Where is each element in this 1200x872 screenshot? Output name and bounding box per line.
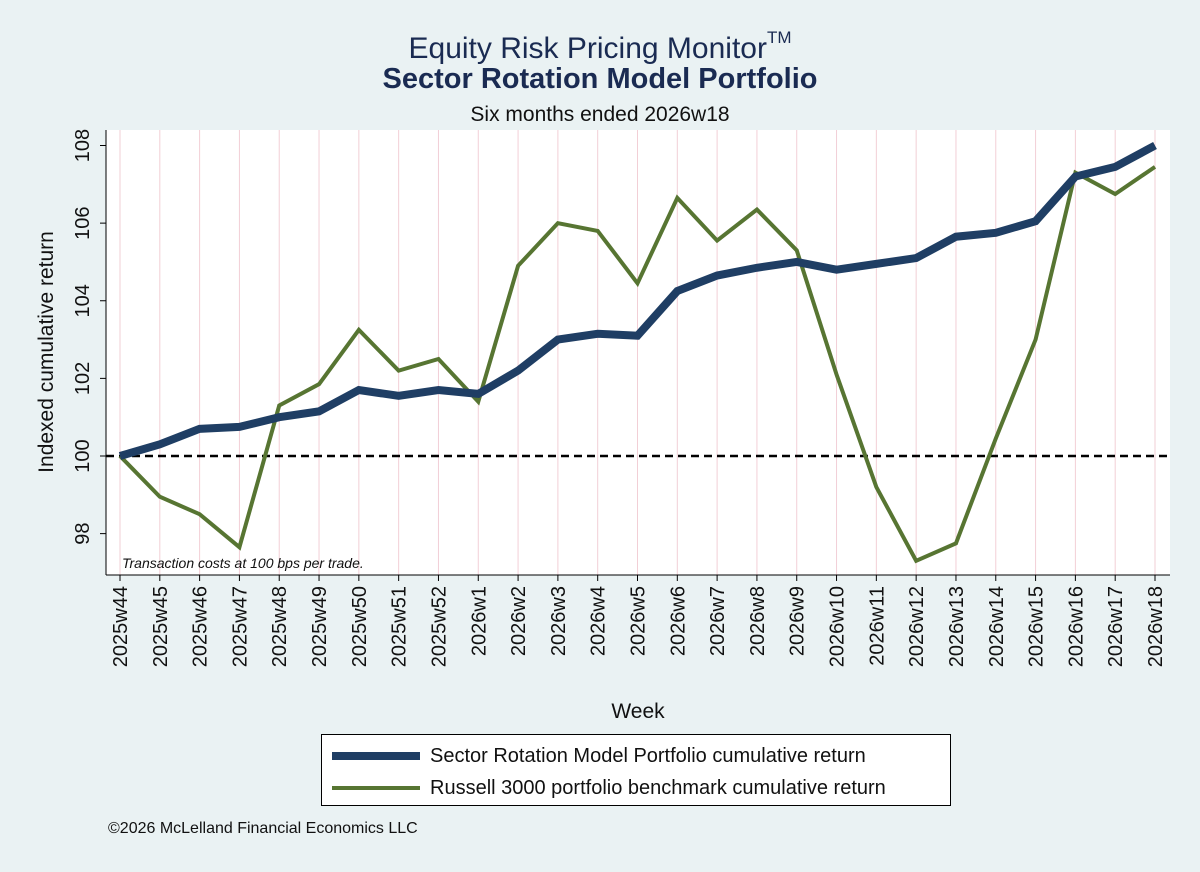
y-tick-label-100: 100: [72, 439, 94, 472]
x-tick-label-2026w13: 2026w13: [946, 586, 968, 667]
x-axis-ticks: 2025w44 2025w45 2025w46 2025w47 2025w48 2025w…: [110, 575, 1167, 667]
x-axis-label: Week: [611, 700, 665, 723]
x-tick-label-2026w8: 2026w8: [747, 586, 769, 656]
title-line1: Equity Risk Pricing Monitor: [408, 32, 767, 65]
chart-title-main: Sector Rotation Model Portfolio: [382, 63, 818, 95]
legend-item-portfolio: Sector Rotation Model Portfolio cumulati…: [322, 741, 950, 771]
legend-item-benchmark: Russell 3000 portfolio benchmark cumulat…: [322, 773, 950, 803]
vertical-gridlines: [119, 130, 1156, 575]
x-tick-label-2026w4: 2026w4: [588, 586, 610, 656]
copyright-notice: ©2026 McLelland Financial Economics LLC: [108, 820, 418, 837]
x-tick-label-2025w46: 2025w46: [190, 586, 212, 667]
x-tick-label-2026w15: 2026w15: [1026, 586, 1048, 667]
x-tick-label-2026w11: 2026w11: [866, 586, 888, 666]
chart-title: Equity Risk Pricing MonitorTM: [0, 28, 1200, 66]
x-tick-label-2026w7: 2026w7: [707, 586, 729, 656]
x-tick-label-2025w51: 2025w51: [389, 586, 411, 667]
x-tick-label-2025w48: 2025w48: [269, 586, 291, 667]
y-axis-label: Indexed cumulative return: [35, 231, 58, 473]
x-tick-label-2026w1: 2026w1: [468, 586, 490, 656]
chart-legend: Sector Rotation Model Portfolio cumulati…: [321, 734, 951, 806]
trademark-mark: TM: [766, 28, 792, 47]
chart-subtitle: Six months ended 2026w18: [470, 103, 730, 126]
legend-swatch-benchmark: [332, 786, 420, 790]
y-tick-label-102: 102: [72, 362, 94, 395]
x-tick-label-2025w50: 2025w50: [349, 586, 371, 667]
series-line-russell-3000-benchmark: [118, 165, 1157, 564]
x-tick-label-2026w17: 2026w17: [1105, 586, 1127, 667]
legend-label-portfolio: Sector Rotation Model Portfolio cumulati…: [430, 744, 866, 767]
x-tick-label-2025w49: 2025w49: [309, 586, 331, 667]
legend-swatch-portfolio: [332, 752, 420, 760]
x-tick-label-2025w44: 2025w44: [110, 586, 132, 667]
y-tick-label-98: 98: [72, 523, 94, 545]
x-tick-label-2026w10: 2026w10: [827, 586, 849, 667]
x-tick-label-2026w2: 2026w2: [508, 586, 530, 656]
x-tick-label-2026w5: 2026w5: [628, 586, 650, 656]
x-tick-label-2025w52: 2025w52: [428, 586, 450, 667]
chart-annotation: Transaction costs at 100 bps per trade.: [122, 555, 364, 571]
legend-label-benchmark: Russell 3000 portfolio benchmark cumulat…: [430, 776, 886, 799]
x-tick-label-2026w9: 2026w9: [787, 586, 809, 656]
x-tick-label-2025w45: 2025w45: [150, 586, 172, 667]
x-tick-label-2026w12: 2026w12: [906, 586, 928, 667]
x-tick-label-2026w16: 2026w16: [1065, 586, 1087, 667]
y-axis-ticks: 98 100 102 104 106 108: [72, 129, 106, 545]
x-tick-label-2026w14: 2026w14: [986, 586, 1008, 667]
series-line-sector-rotation-portfolio: [118, 141, 1157, 460]
x-tick-label-2026w3: 2026w3: [548, 586, 570, 656]
y-tick-label-108: 108: [72, 129, 94, 162]
y-tick-label-106: 106: [72, 206, 94, 239]
x-tick-label-2026w6: 2026w6: [667, 586, 689, 656]
y-tick-label-104: 104: [72, 284, 94, 317]
x-tick-label-2025w47: 2025w47: [229, 586, 251, 667]
x-tick-label-2026w18: 2026w18: [1145, 586, 1167, 667]
